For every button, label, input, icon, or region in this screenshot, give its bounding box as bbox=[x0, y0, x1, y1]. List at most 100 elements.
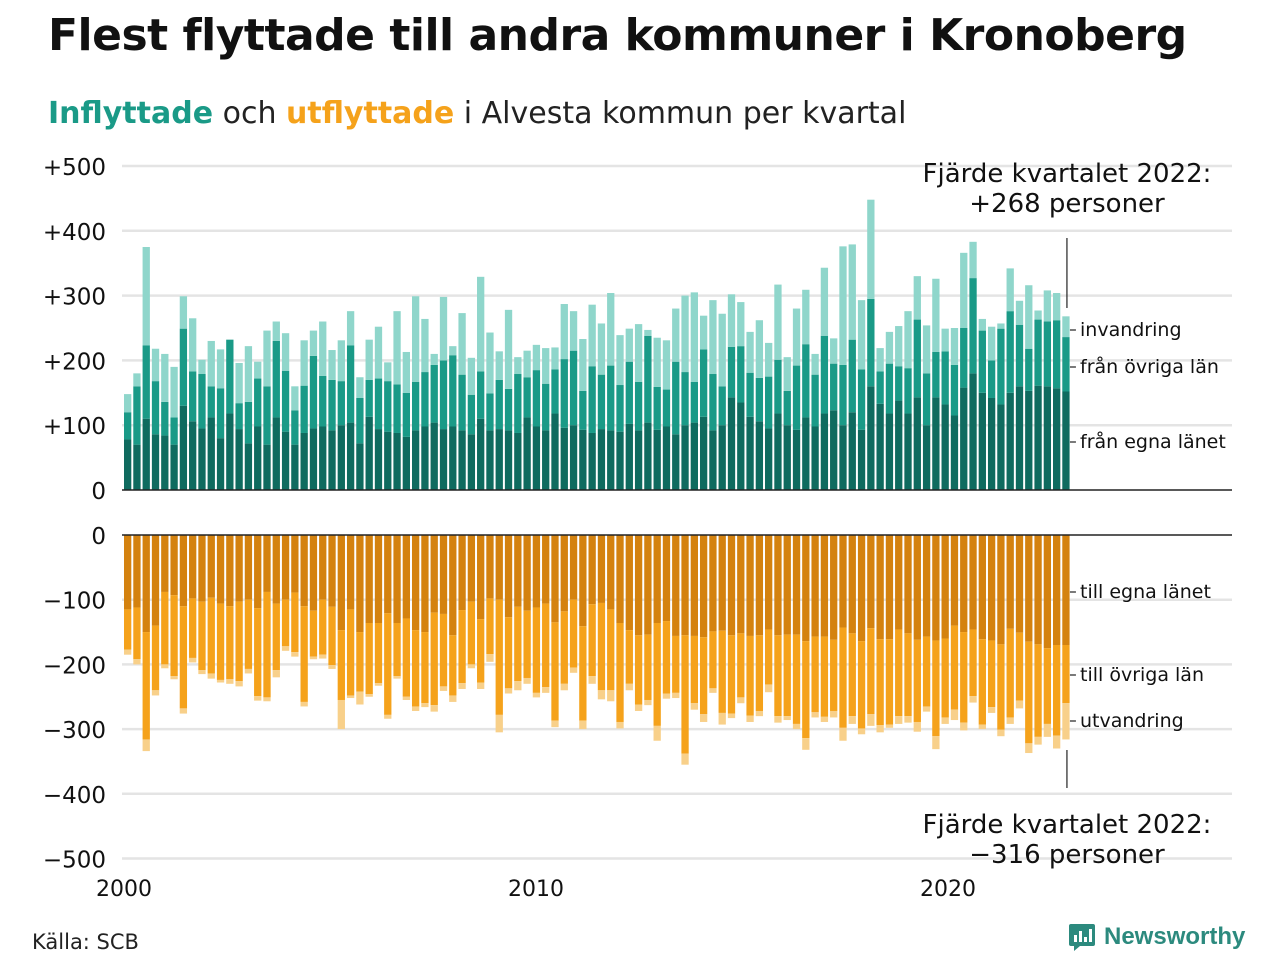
bar-in-immigration bbox=[913, 276, 921, 320]
bar-in-own-county bbox=[746, 416, 754, 490]
bar-out-other-counties bbox=[718, 630, 726, 713]
bar-in-immigration bbox=[597, 323, 606, 375]
bar-in-other-counties bbox=[783, 390, 791, 426]
bar-out-own-county bbox=[179, 535, 188, 607]
bar-out-emigration bbox=[737, 697, 745, 704]
bar-in-own-county bbox=[969, 373, 977, 490]
bar-out-other-counties bbox=[662, 621, 671, 694]
bar-out-other-counties bbox=[969, 629, 977, 697]
bar-out-emigration bbox=[309, 656, 318, 660]
bar-in-immigration bbox=[374, 326, 383, 379]
bar-in-immigration bbox=[625, 328, 633, 362]
bar-in-other-counties bbox=[969, 278, 977, 374]
bar-out-own-county bbox=[997, 535, 1005, 645]
bar-out-own-county bbox=[514, 535, 522, 607]
bar-out-own-county bbox=[709, 535, 717, 632]
bar-out-own-county bbox=[885, 535, 894, 640]
bar-in-immigration bbox=[978, 318, 986, 331]
bar-in-other-counties bbox=[346, 345, 355, 423]
bar-out-emigration bbox=[170, 676, 178, 680]
bar-in-other-counties bbox=[950, 364, 959, 416]
bar-in-own-county bbox=[244, 443, 253, 490]
bar-in-own-county bbox=[737, 402, 745, 490]
bar-out-other-counties bbox=[960, 632, 968, 723]
bar-in-other-counties bbox=[133, 386, 141, 445]
bar-out-own-county bbox=[913, 535, 921, 640]
bar-in-other-counties bbox=[281, 370, 290, 432]
bar-out-emigration bbox=[356, 691, 364, 705]
bar-out-emigration bbox=[486, 654, 494, 662]
bar-out-emigration bbox=[830, 710, 838, 718]
bar-out-emigration bbox=[235, 681, 243, 687]
bar-out-own-county bbox=[792, 535, 801, 635]
bar-out-other-counties bbox=[885, 639, 894, 725]
bar-out-other-counties bbox=[272, 603, 280, 671]
bar-in-own-county bbox=[226, 413, 234, 490]
bar-out-other-counties bbox=[374, 622, 383, 684]
bar-out-other-counties bbox=[644, 634, 652, 700]
bar-in-own-county bbox=[421, 426, 429, 490]
bar-out-emigration bbox=[867, 714, 875, 726]
bar-in-other-counties bbox=[328, 379, 336, 431]
bar-out-own-county bbox=[737, 535, 745, 634]
bar-out-own-county bbox=[542, 535, 550, 604]
bar-in-own-county bbox=[644, 422, 652, 490]
bar-in-other-counties bbox=[941, 351, 949, 405]
chart-subtitle: Inflyttade och utflyttade i Alvesta komm… bbox=[48, 96, 906, 131]
bar-in-immigration bbox=[337, 340, 345, 382]
bar-out-emigration bbox=[560, 683, 568, 691]
bar-in-other-counties bbox=[848, 339, 856, 413]
bar-in-own-county bbox=[820, 413, 829, 490]
bar-in-own-county bbox=[579, 429, 587, 490]
bar-out-own-county bbox=[1053, 535, 1061, 645]
bar-in-own-county bbox=[254, 426, 262, 490]
bar-in-other-counties bbox=[551, 369, 559, 414]
bar-out-own-county bbox=[226, 535, 234, 607]
bar-out-emigration bbox=[811, 712, 819, 718]
bar-out-other-counties bbox=[802, 641, 810, 739]
bar-in-immigration bbox=[987, 326, 996, 361]
bar-in-own-county bbox=[997, 404, 1005, 490]
bar-out-own-county bbox=[328, 535, 336, 607]
bar-in-own-county bbox=[430, 422, 438, 490]
bar-in-other-counties bbox=[495, 379, 503, 430]
bar-out-emigration bbox=[644, 699, 652, 706]
bar-out-emigration bbox=[783, 716, 791, 721]
bar-out-other-counties bbox=[430, 612, 438, 706]
bar-out-own-county bbox=[625, 535, 633, 631]
bar-out-emigration bbox=[151, 690, 160, 696]
bar-in-other-counties bbox=[653, 386, 661, 430]
bar-in-other-counties bbox=[727, 346, 736, 398]
bar-in-own-county bbox=[495, 429, 503, 490]
bar-in-other-counties bbox=[1043, 321, 1052, 387]
bar-out-own-county bbox=[151, 535, 160, 626]
bar-in-own-county bbox=[151, 434, 160, 490]
bar-out-other-counties bbox=[189, 598, 197, 658]
bar-in-other-counties bbox=[300, 385, 308, 433]
bar-in-other-counties bbox=[365, 379, 373, 417]
bar-out-emigration bbox=[1053, 735, 1061, 749]
bar-in-own-county bbox=[439, 429, 448, 490]
bar-out-emigration bbox=[244, 668, 253, 674]
bar-in-immigration bbox=[746, 331, 754, 373]
bar-in-own-county bbox=[672, 434, 680, 490]
bar-in-immigration bbox=[960, 252, 968, 328]
bar-in-own-county bbox=[523, 417, 531, 490]
legend-label-fran-ovriga-lan: från övriga län bbox=[1080, 355, 1219, 378]
bar-in-own-county bbox=[458, 430, 466, 490]
bar-in-immigration bbox=[189, 318, 197, 372]
subtitle-utflyttade: utflyttade bbox=[286, 96, 455, 131]
bar-out-own-county bbox=[1043, 535, 1052, 649]
bar-in-other-counties bbox=[857, 369, 866, 430]
legend-label-invandring: invandring bbox=[1080, 319, 1182, 341]
bar-out-emigration bbox=[699, 714, 708, 722]
bar-in-immigration bbox=[133, 373, 141, 387]
bar-out-emigration bbox=[198, 670, 206, 675]
bar-out-emigration bbox=[774, 716, 782, 723]
bar-in-immigration bbox=[1053, 293, 1061, 321]
bar-out-other-counties bbox=[263, 591, 271, 698]
bar-out-emigration bbox=[820, 716, 829, 722]
bar-out-other-counties bbox=[244, 599, 253, 669]
y-tick-label-top: +300 bbox=[43, 285, 106, 311]
